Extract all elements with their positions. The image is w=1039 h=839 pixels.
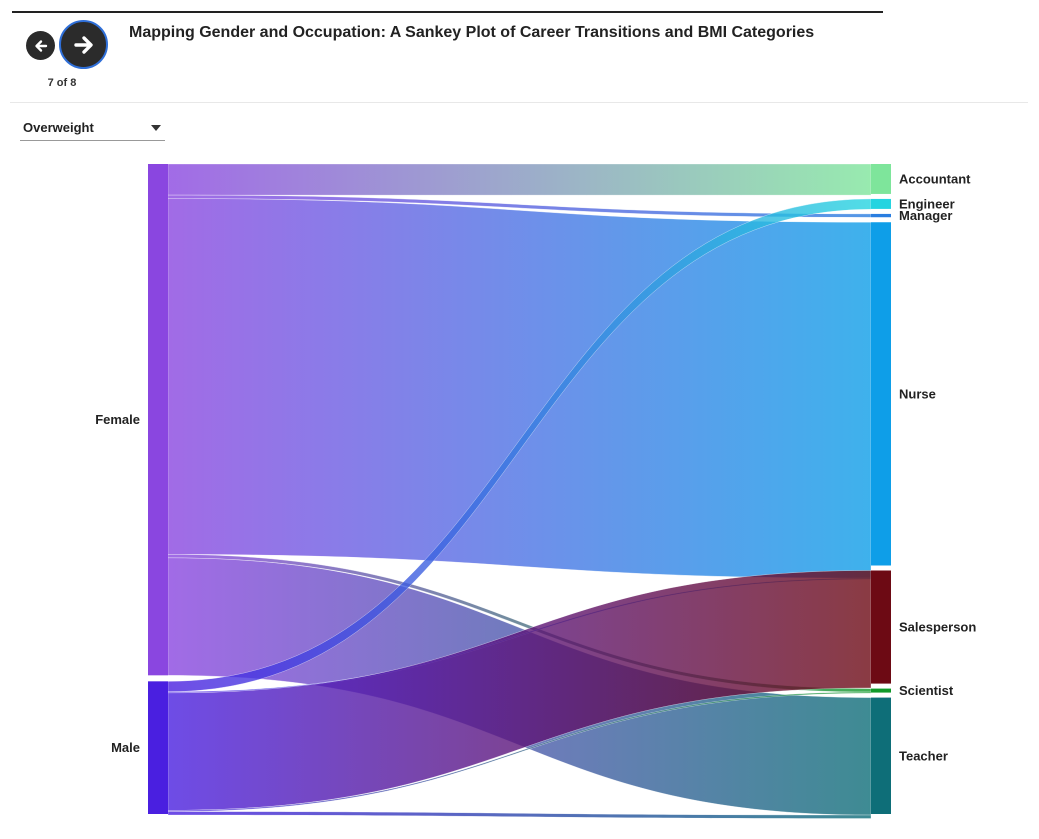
link-male-to-salesperson[interactable]: [167, 570, 872, 811]
page-title: Mapping Gender and Occupation: A Sankey …: [129, 24, 815, 41]
link-female-to-accountant[interactable]: [167, 163, 872, 196]
header-divider: [10, 102, 1028, 103]
node-scientist[interactable]: [871, 688, 891, 693]
bmi-category-value: Overweight: [23, 120, 94, 135]
node-male[interactable]: [148, 681, 168, 814]
previous-chart-button[interactable]: [26, 31, 55, 60]
arrow-right-icon: [73, 35, 93, 54]
link-female-to-nurse[interactable]: [167, 198, 872, 579]
node-accountant[interactable]: [871, 164, 891, 194]
top-rule: [12, 11, 883, 13]
node-manager[interactable]: [871, 213, 891, 218]
sankey-nodes: [148, 164, 891, 814]
node-label-female: Female: [95, 412, 140, 427]
node-label-scientist: Scientist: [899, 683, 954, 698]
node-label-teacher: Teacher: [899, 748, 948, 763]
chart-counter: 7 of 8: [47, 77, 77, 89]
node-engineer[interactable]: [871, 198, 891, 209]
node-teacher[interactable]: [871, 697, 891, 814]
link-male-to-scientist[interactable]: [167, 691, 872, 812]
bmi-category-select[interactable]: Overweight: [20, 117, 165, 141]
node-label-salesperson: Salesperson: [899, 620, 976, 635]
node-label-engineer: Engineer: [899, 196, 955, 211]
node-label-nurse: Nurse: [899, 386, 936, 401]
node-salesperson[interactable]: [871, 570, 891, 684]
sankey-links: [167, 163, 872, 819]
link-male-to-teacher[interactable]: [167, 811, 872, 819]
next-chart-button[interactable]: [59, 20, 108, 69]
node-label-accountant: Accountant: [899, 171, 971, 186]
node-label-male: Male: [111, 740, 140, 755]
node-nurse[interactable]: [871, 222, 891, 566]
chevron-down-icon: [151, 125, 161, 131]
node-female[interactable]: [148, 164, 168, 676]
link-female-to-manager[interactable]: [167, 194, 872, 218]
arrow-left-icon: [34, 39, 47, 52]
link-male-to-engineer[interactable]: [167, 198, 872, 692]
node-label-manager: Manager: [899, 208, 952, 223]
